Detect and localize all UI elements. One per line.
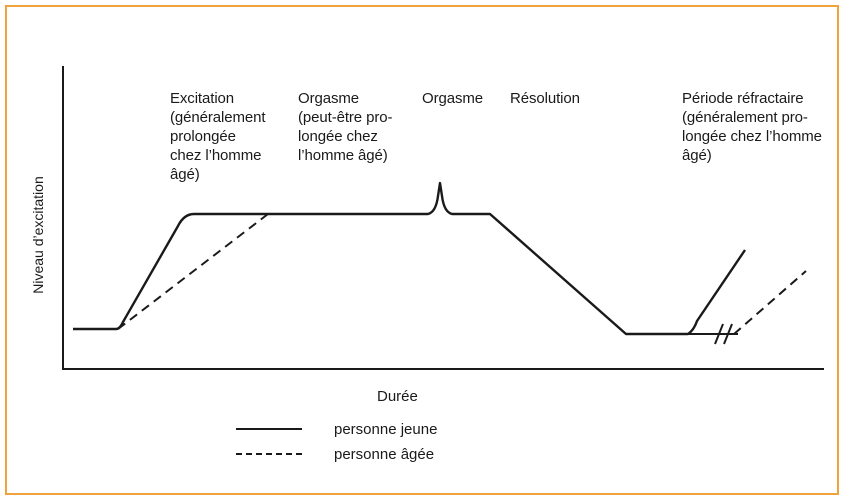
old-person-curve-recovery xyxy=(733,270,807,335)
phase-label-resolution: Résolution xyxy=(510,90,580,107)
figure-frame xyxy=(5,5,839,495)
legend-solid-line-swatch xyxy=(236,428,302,430)
time-break-mark xyxy=(723,323,733,345)
old-person-curve xyxy=(117,213,269,330)
time-break-mark xyxy=(714,323,724,345)
phase-label-plateau: Orgasme (peut-être pro- longée chez l’ho… xyxy=(298,90,393,164)
phase-label-orgasm: Orgasme xyxy=(422,90,483,107)
legend-item-old: personne âgée xyxy=(236,443,434,465)
y-axis-label: Niveau d’excitation xyxy=(30,176,46,294)
legend-label-old: personne âgée xyxy=(334,445,435,463)
phase-label-excitation: Excitation (généralement prolongée chez … xyxy=(170,90,266,183)
legend-dashed-line-swatch xyxy=(236,453,302,455)
x-axis-label: Durée xyxy=(377,388,418,405)
legend-label-young: personne jeune xyxy=(334,420,438,438)
phase-label-refractory: Période réfractaire (généralement pro- l… xyxy=(682,90,822,164)
young-person-curve xyxy=(73,181,746,336)
legend-item-young: personne jeune xyxy=(236,418,437,440)
